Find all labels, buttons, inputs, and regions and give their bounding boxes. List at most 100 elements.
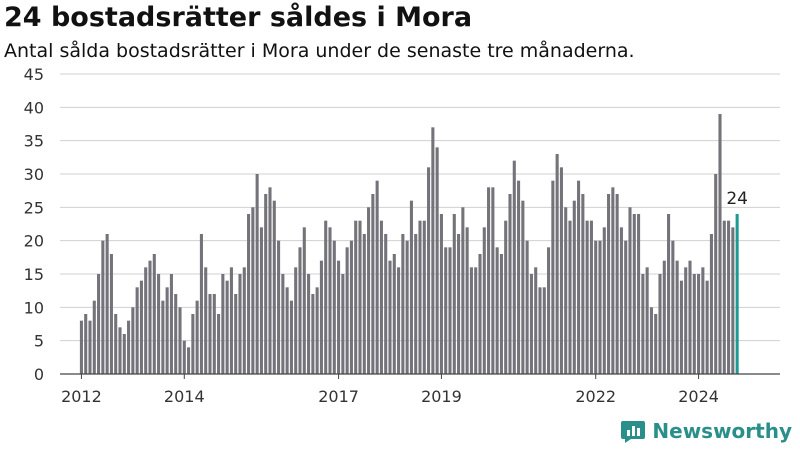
bar [418, 220, 422, 374]
bar [319, 260, 323, 374]
bar [585, 220, 589, 374]
x-tick-label: 2019 [421, 387, 462, 406]
bar [247, 214, 251, 374]
bar [178, 307, 182, 374]
bar [667, 214, 671, 374]
bar [577, 180, 581, 374]
bar [684, 267, 688, 374]
bar [169, 274, 173, 374]
bar [191, 314, 195, 374]
bar [547, 247, 551, 374]
bar [551, 180, 555, 374]
bar [679, 280, 683, 374]
y-tick-label: 25 [24, 198, 44, 217]
bar [611, 187, 615, 374]
bar [349, 240, 353, 374]
bar [388, 260, 392, 374]
bar [182, 340, 186, 374]
bar [675, 260, 679, 374]
bar [422, 220, 426, 374]
bar [431, 127, 435, 374]
brand-logo: Newsworthy [620, 418, 792, 444]
bar [367, 207, 371, 374]
bar [281, 274, 285, 374]
bar [491, 187, 495, 374]
bar [84, 314, 88, 374]
bar [238, 274, 242, 374]
bar [414, 234, 418, 374]
bar [217, 314, 221, 374]
y-tick-label: 20 [24, 232, 44, 251]
bar [122, 334, 126, 374]
bar [499, 254, 503, 374]
bar [444, 247, 448, 374]
bar [448, 247, 452, 374]
bar [624, 240, 628, 374]
bar [697, 274, 701, 374]
y-tick-label: 35 [24, 132, 44, 151]
bar [105, 234, 109, 374]
bar [405, 240, 409, 374]
bar [705, 280, 709, 374]
bar [469, 267, 473, 374]
bar [718, 114, 722, 374]
bar [379, 220, 383, 374]
bar [277, 240, 281, 374]
bar [512, 160, 516, 374]
bar [225, 280, 229, 374]
bar-chart-logo-icon [621, 421, 646, 443]
bar [478, 254, 482, 374]
bar [79, 320, 83, 374]
bar [174, 294, 178, 374]
bar [92, 300, 96, 374]
latest-value-label: 24 [726, 189, 748, 209]
bar [139, 280, 143, 374]
bar [662, 260, 666, 374]
bar [307, 274, 311, 374]
bar [671, 240, 675, 374]
bar [435, 147, 439, 374]
bar [465, 227, 469, 374]
bar [148, 260, 152, 374]
bar [264, 194, 268, 374]
bar [255, 174, 259, 374]
bar [242, 267, 246, 374]
bar [311, 294, 315, 374]
y-tick-label: 10 [24, 298, 44, 317]
bar [504, 220, 508, 374]
bar [384, 234, 388, 374]
bar [315, 287, 319, 374]
bar [559, 167, 563, 374]
bar [632, 214, 636, 374]
bar [641, 274, 645, 374]
bar [337, 260, 341, 374]
bar [474, 267, 478, 374]
bar [688, 260, 692, 374]
bar [487, 187, 491, 374]
bar [709, 234, 713, 374]
bar [268, 187, 272, 374]
bar-latest [735, 214, 739, 374]
bar [628, 207, 632, 374]
bar [439, 214, 443, 374]
bar [324, 220, 328, 374]
bar [654, 314, 658, 374]
bar [371, 194, 375, 374]
bar [294, 267, 298, 374]
bar [285, 287, 289, 374]
bar [658, 274, 662, 374]
bar [555, 154, 559, 374]
bar [619, 227, 623, 374]
bar [409, 200, 413, 374]
bar [199, 234, 203, 374]
bar [144, 267, 148, 374]
bar [581, 194, 585, 374]
y-tick-label: 40 [24, 98, 44, 117]
chart-title: 24 bostadsrätter såldes i Mora [4, 2, 473, 33]
y-tick-label: 5 [34, 332, 44, 351]
x-tick-label: 2014 [164, 387, 205, 406]
bar [452, 214, 456, 374]
bar [701, 267, 705, 374]
bar [328, 227, 332, 374]
